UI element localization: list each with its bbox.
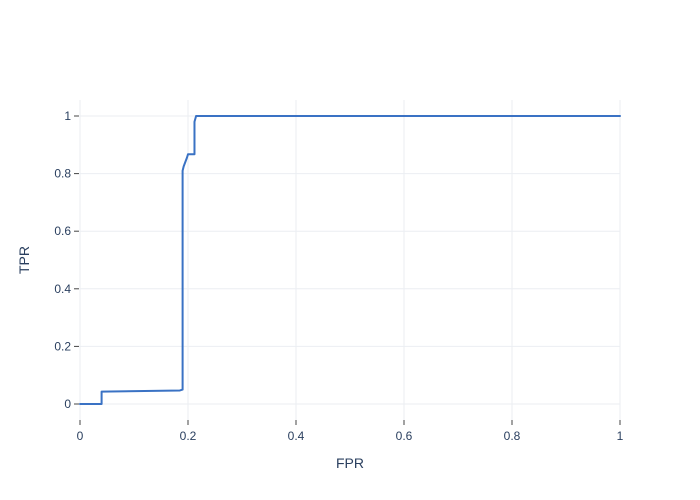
y-axis-title: TPR bbox=[16, 246, 32, 274]
series-group bbox=[79, 115, 621, 405]
y-axis-ticks: 0 0.2 0.4 0.6 0.8 1 bbox=[54, 109, 79, 411]
y-tick-label: 0.6 bbox=[54, 224, 71, 238]
x-tick-label: 0.8 bbox=[504, 429, 521, 443]
x-tick-label: 0.2 bbox=[180, 429, 197, 443]
y-tick-label: 0 bbox=[64, 397, 71, 411]
x-tick-label: 0.6 bbox=[396, 429, 413, 443]
x-axis-title: FPR bbox=[336, 455, 364, 471]
y-tick-label: 0.4 bbox=[54, 282, 71, 296]
x-tick-label: 1 bbox=[617, 429, 624, 443]
grid-lines bbox=[79, 100, 621, 420]
y-tick-label: 0.8 bbox=[54, 167, 71, 181]
x-tick-label: 0.4 bbox=[288, 429, 305, 443]
x-axis-ticks: 0 0.2 0.4 0.6 0.8 1 bbox=[77, 420, 624, 443]
y-tick-label: 0.2 bbox=[54, 339, 71, 353]
roc-curve-line bbox=[79, 115, 621, 405]
y-tick-label: 1 bbox=[64, 109, 71, 123]
x-tick-label: 0 bbox=[77, 429, 84, 443]
